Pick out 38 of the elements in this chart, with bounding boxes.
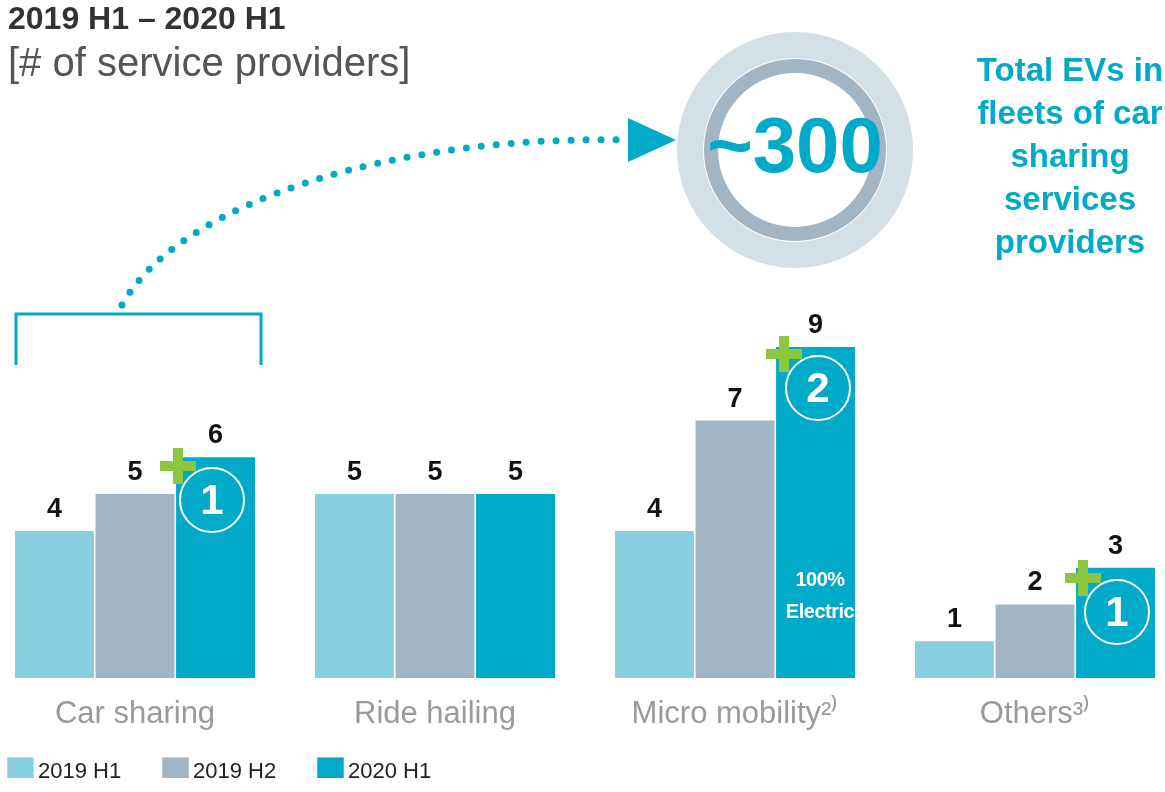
x-tick-label: Ride hailing — [354, 694, 516, 730]
bar — [176, 457, 255, 678]
annotation: 100% Electric — [784, 567, 856, 624]
data-label: 4 — [46, 492, 62, 523]
bar — [695, 420, 775, 678]
x-tick-label: Micro mobility²⁾ — [631, 693, 839, 730]
data-label: 2 — [1027, 566, 1043, 597]
chart-subtitle: [# of service providers] — [8, 40, 411, 85]
bar — [395, 494, 475, 678]
data-label: 9 — [808, 309, 824, 339]
x-tick-label: Car sharing — [54, 694, 216, 730]
data-label: 5 — [127, 456, 143, 487]
bar — [476, 494, 555, 678]
data-label: 3 — [1108, 529, 1124, 560]
data-label: 7 — [727, 382, 743, 413]
data-label: 5 — [427, 456, 443, 487]
bar — [15, 530, 94, 678]
legend-label: 2019 H2 — [193, 757, 277, 783]
legend-label: 2020 H1 — [348, 757, 432, 783]
bar — [995, 604, 1075, 678]
bar — [615, 530, 694, 678]
data-label: 1 — [946, 603, 962, 634]
bar — [95, 494, 175, 678]
text: ~300 — [706, 100, 884, 191]
data-label: 5 — [346, 456, 362, 487]
annotation: 2 — [785, 355, 851, 421]
bar — [915, 641, 994, 678]
bar — [776, 347, 855, 678]
data-label: 4 — [646, 492, 662, 523]
data-label: 6 — [208, 419, 224, 450]
x-tick-label: Others³⁾ — [979, 693, 1091, 730]
annotation: 1 — [1084, 579, 1150, 645]
data-label: 5 — [508, 456, 524, 487]
chart-title: 2019 H1 – 2020 H1 — [8, 0, 286, 37]
legend-label: 2019 H1 — [38, 757, 122, 783]
annotation: 1 — [179, 467, 245, 533]
text: Total EVs in fleets of car sharing services providers — [975, 50, 1165, 262]
bar — [315, 494, 394, 678]
